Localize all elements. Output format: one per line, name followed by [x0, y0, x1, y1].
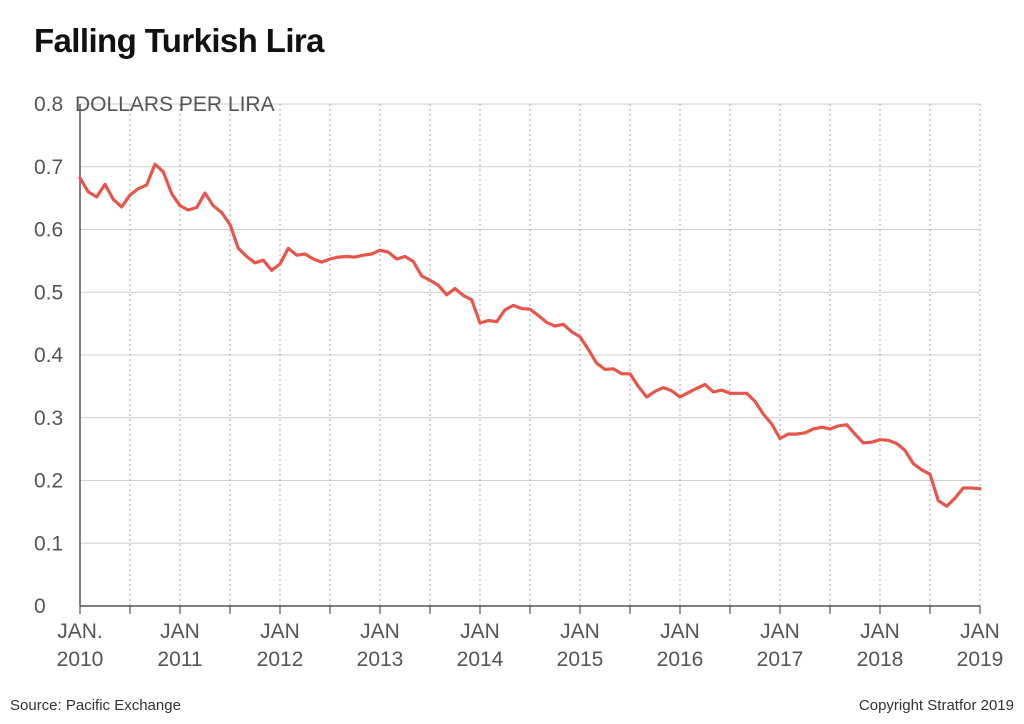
grid-layer — [79, 103, 981, 614]
series-layer — [78, 162, 982, 508]
x-tick-labels: JAN. 2010 JAN 2011 JAN 2012 JAN 2013 JAN 2014 JAN 2… — [57, 620, 1004, 671]
series-line — [78, 162, 982, 508]
x-tick-label-month: JAN — [860, 620, 900, 643]
y-tick-label: 0.3 — [34, 407, 63, 430]
chart-title: Falling Turkish Lira — [34, 22, 325, 59]
y-tick-label: 0.4 — [34, 344, 64, 367]
x-tick-label-year: 2018 — [857, 648, 904, 671]
x-tick-label-month: JAN — [460, 620, 500, 643]
x-tick-label-month: JAN — [360, 620, 400, 643]
y-tick-label: 0.1 — [34, 532, 63, 555]
x-tick-label-month: JAN — [660, 620, 700, 643]
x-tick-label-year: 2010 — [57, 648, 104, 671]
x-tick-label-month: JAN. — [57, 620, 103, 643]
y-axis-unit-label: DOLLARS PER LIRA — [75, 93, 275, 116]
y-tick-label: 0.2 — [34, 470, 63, 493]
x-tick-label-year: 2014 — [457, 648, 504, 671]
source-note: Source: Pacific Exchange — [10, 697, 181, 714]
x-tick-label-month: JAN — [760, 620, 800, 643]
x-tick-label-year: 2011 — [157, 648, 202, 671]
x-tick-label-year: 2016 — [657, 648, 704, 671]
y-tick-label: 0.7 — [34, 156, 63, 179]
copyright-note: Copyright Stratfor 2019 — [858, 697, 1014, 714]
x-tick-label-year: 2019 — [957, 648, 1004, 671]
x-tick-label-month: JAN — [960, 620, 1000, 643]
y-tick-label: 0.8 — [34, 93, 63, 116]
x-tick-label-month: JAN — [560, 620, 600, 643]
x-tick-label-month: JAN — [260, 620, 300, 643]
y-tick-labels: 0 0.1 0.2 0.3 0.4 0.5 0.6 0.7 0.8 — [34, 93, 64, 618]
x-tick-label-month: JAN — [160, 620, 200, 643]
x-tick-label-year: 2013 — [357, 648, 404, 671]
y-tick-label: 0.5 — [34, 281, 63, 304]
y-tick-label: 0 — [34, 595, 46, 618]
x-tick-label-year: 2012 — [257, 648, 304, 671]
x-tick-label-year: 2017 — [757, 648, 804, 671]
x-tick-label-year: 2015 — [557, 648, 604, 671]
y-tick-label: 0.6 — [34, 219, 63, 242]
